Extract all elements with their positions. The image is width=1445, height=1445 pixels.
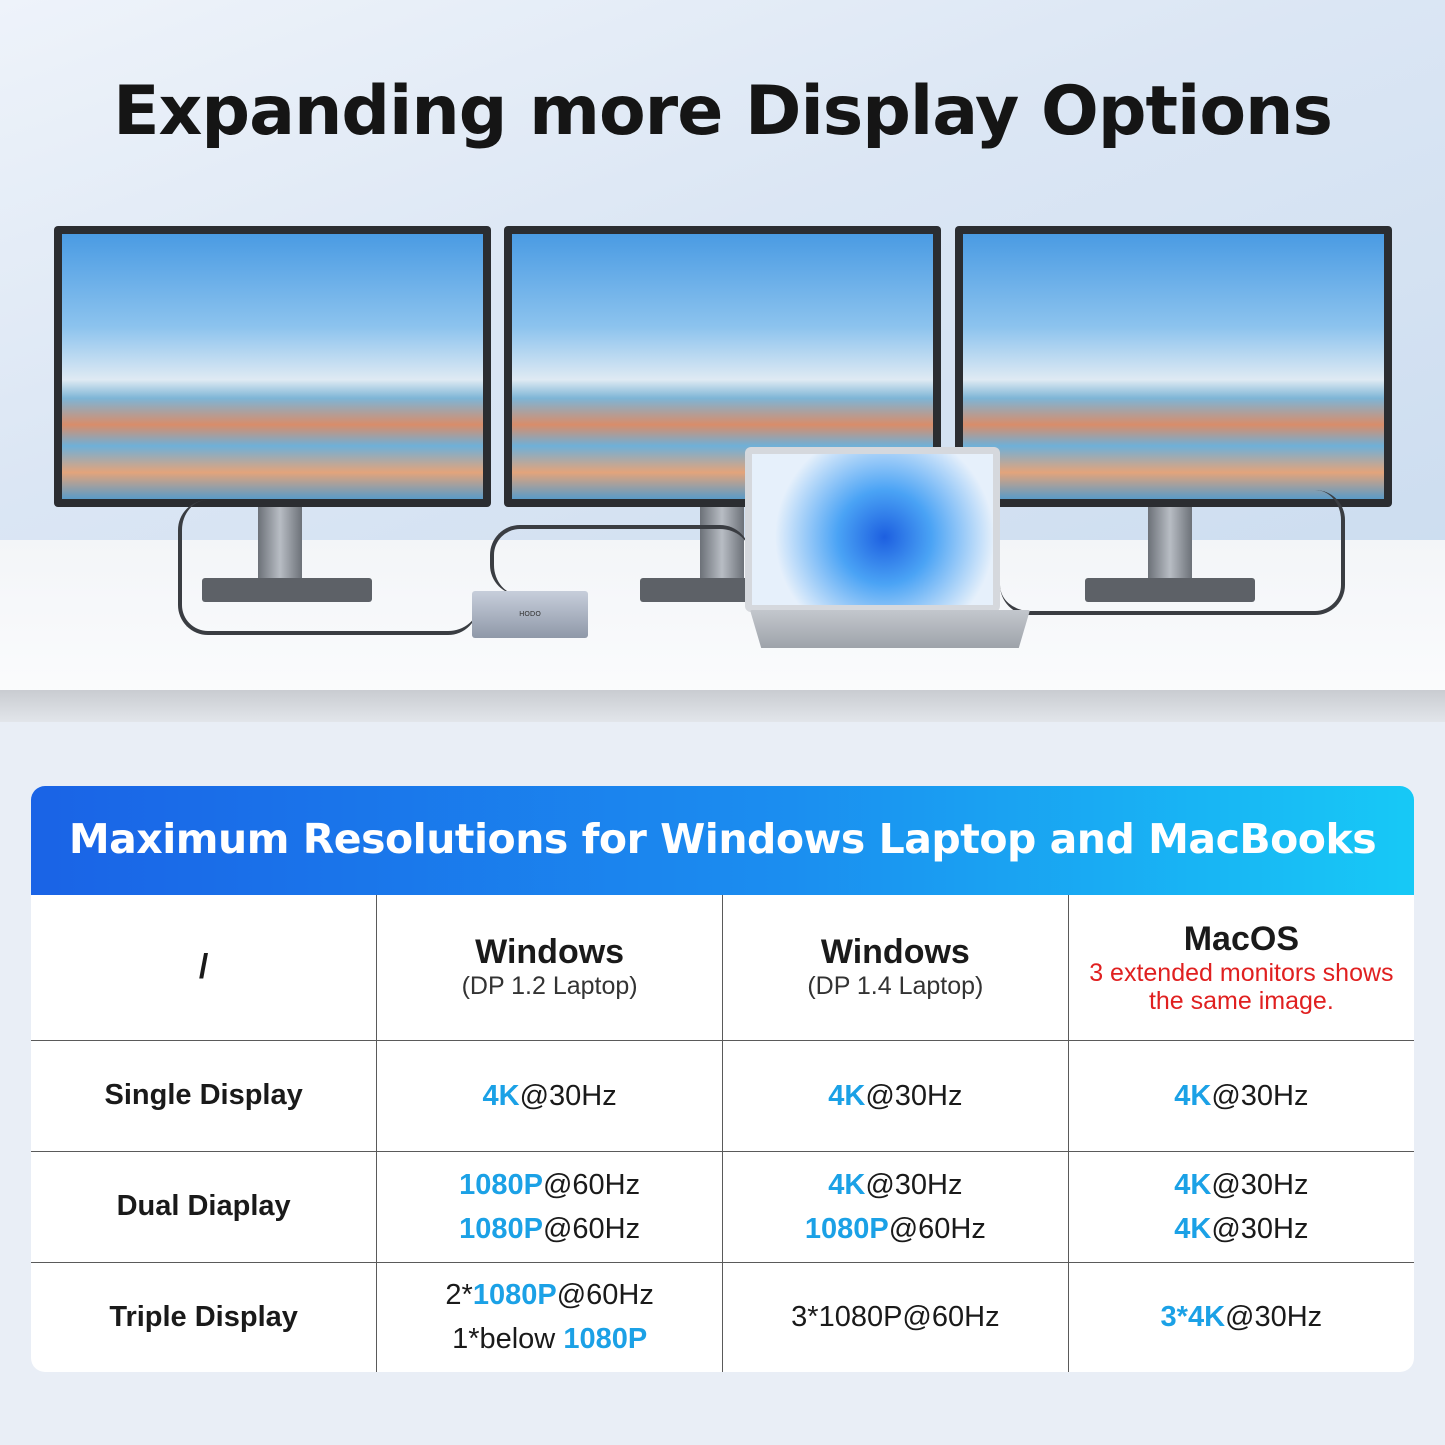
highlighted-resolution: 1080P	[804, 1212, 889, 1245]
resolution-text: @30Hz	[865, 1079, 963, 1112]
resolution-text: @60Hz	[542, 1212, 641, 1245]
highlighted-resolution: 4K	[828, 1168, 866, 1201]
monitor-left	[54, 226, 491, 507]
column-title: /	[198, 947, 209, 986]
resolution-line: 4K@30Hz	[723, 1163, 1068, 1207]
highlighted-resolution: 4K	[1174, 1168, 1212, 1201]
resolution-line: 3*1080P@60Hz	[723, 1295, 1068, 1339]
resolution-cell: 3*1080P@60Hz	[722, 1261, 1069, 1372]
resolution-line: 4K@30Hz	[1069, 1074, 1414, 1118]
column-title: MacOS	[1183, 919, 1299, 958]
resolution-cell: 1080P@60Hz 1080P@60Hz	[376, 1150, 723, 1263]
resolution-text: @30Hz	[865, 1168, 963, 1201]
hero-banner: Expanding more Display Options HODO	[0, 0, 1445, 722]
cable	[490, 525, 750, 595]
monitor-stand	[258, 505, 302, 585]
resolution-cell: 4K@30Hz	[376, 1039, 723, 1152]
desk-edge	[0, 690, 1445, 722]
page-title: Expanding more Display Options	[113, 72, 1333, 151]
resolution-text: @60Hz	[888, 1212, 986, 1245]
highlighted-resolution: 1080P	[459, 1168, 543, 1201]
resolution-line: 3*4K@30Hz	[1069, 1295, 1414, 1339]
monitor-center	[504, 226, 941, 507]
resolution-text: @30Hz	[519, 1079, 617, 1112]
resolution-cell: 3*4K@30Hz	[1067, 1261, 1414, 1372]
resolution-text: 1*below	[452, 1323, 564, 1356]
header-cell: Windows (DP 1.4 Laptop)	[722, 895, 1069, 1041]
resolution-cell: 4K@30Hz 1080P@60Hz	[722, 1150, 1069, 1263]
column-title: Windows	[475, 933, 625, 972]
resolution-line: 2*1080P@60Hz	[377, 1273, 722, 1317]
monitor-foot	[202, 578, 372, 602]
highlighted-resolution: 4K	[482, 1079, 520, 1112]
resolution-line: 1080P@60Hz	[377, 1207, 722, 1251]
row-label: Dual Diaplay	[31, 1150, 378, 1263]
table-row: Single Display 4K@30Hz 4K@30Hz 4K@30Hz	[31, 1039, 1414, 1152]
resolution-text: @30Hz	[1211, 1168, 1309, 1201]
cable	[178, 500, 478, 635]
column-subtitle: (DP 1.2 Laptop)	[461, 972, 638, 1001]
header-cell: /	[31, 895, 378, 1041]
resolution-cell: 4K@30Hz	[1067, 1039, 1414, 1152]
monitor-foot	[1085, 578, 1255, 602]
resolution-line: 4K@30Hz	[1069, 1207, 1414, 1251]
resolution-text: @30Hz	[1211, 1079, 1309, 1112]
row-label: Triple Display	[31, 1261, 378, 1372]
column-note: 3 extended monitors shows the same image…	[1089, 958, 1394, 1015]
resolution-line: 1*below 1080P	[377, 1317, 722, 1361]
resolution-cell: 4K@30Hz 4K@30Hz	[1067, 1150, 1414, 1263]
resolution-text: @30Hz	[1211, 1212, 1309, 1245]
highlighted-resolution: 4K	[1174, 1212, 1212, 1245]
resolution-cell: 2*1080P@60Hz 1*below 1080P	[376, 1261, 723, 1372]
resolution-text: 2*	[445, 1279, 473, 1312]
highlighted-resolution: 3*4K	[1160, 1301, 1226, 1334]
laptop	[745, 447, 1000, 612]
resolution-line: 4K@30Hz	[723, 1074, 1068, 1118]
monitor-stand	[1148, 505, 1192, 585]
resolution-table: Maximum Resolutions for Windows Laptop a…	[31, 786, 1414, 1372]
header-cell: MacOS 3 extended monitors shows the same …	[1067, 895, 1414, 1041]
resolution-text: @60Hz	[556, 1279, 654, 1312]
highlighted-resolution: 1080P	[459, 1212, 543, 1245]
table-row: Triple Display 2*1080P@60Hz 1*below 1080P 3…	[31, 1261, 1414, 1372]
highlighted-resolution: 4K	[1174, 1079, 1212, 1112]
row-label: Single Display	[31, 1039, 378, 1152]
resolution-line: 4K@30Hz	[377, 1074, 722, 1118]
resolution-text: 3*1080P@60Hz	[791, 1301, 1000, 1334]
column-subtitle: (DP 1.4 Laptop)	[807, 972, 984, 1001]
resolution-line: 4K@30Hz	[1069, 1163, 1414, 1207]
resolution-text: @30Hz	[1225, 1301, 1323, 1334]
highlighted-resolution: 1080P	[472, 1279, 557, 1312]
resolution-text: @60Hz	[542, 1168, 641, 1201]
resolution-line: 1080P@60Hz	[377, 1163, 722, 1207]
table-header-row: / Windows (DP 1.2 Laptop) Windows (DP 1.4 …	[31, 895, 1414, 1041]
usb-hub-logo: HODO	[472, 591, 588, 638]
monitor-right	[955, 226, 1392, 507]
column-title: Windows	[820, 933, 970, 972]
highlighted-resolution: 1080P	[563, 1323, 648, 1356]
resolution-line: 1080P@60Hz	[723, 1207, 1068, 1251]
resolution-cell: 4K@30Hz	[722, 1039, 1069, 1152]
table-banner: Maximum Resolutions for Windows Laptop a…	[31, 786, 1414, 895]
header-cell: Windows (DP 1.2 Laptop)	[376, 895, 723, 1041]
laptop-keyboard	[750, 610, 1030, 648]
table-row: Dual Diaplay 1080P@60Hz 1080P@60Hz 4K@30Hz 1…	[31, 1150, 1414, 1263]
cable	[1000, 490, 1345, 615]
highlighted-resolution: 4K	[828, 1079, 866, 1112]
